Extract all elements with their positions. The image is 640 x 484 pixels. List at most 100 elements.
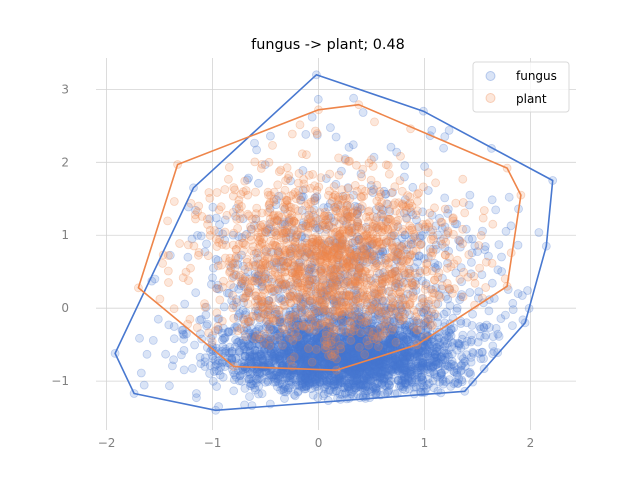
data-point-plant	[230, 184, 238, 192]
data-point-fungus	[180, 366, 188, 374]
data-point-plant	[257, 164, 265, 172]
data-point-plant	[409, 323, 417, 331]
data-point-fungus	[421, 367, 429, 375]
data-point-fungus	[445, 126, 453, 134]
data-point-plant	[227, 281, 235, 289]
data-point-plant	[398, 228, 406, 236]
data-point-plant	[393, 267, 401, 275]
data-point-plant	[240, 239, 248, 247]
data-point-fungus	[302, 382, 310, 390]
data-point-plant	[327, 291, 335, 299]
data-point-plant	[232, 245, 240, 253]
data-point-plant	[179, 274, 187, 282]
data-point-plant	[255, 237, 263, 245]
data-point-plant	[195, 249, 203, 257]
data-point-plant	[359, 165, 367, 173]
data-point-plant	[317, 174, 325, 182]
data-point-plant	[336, 230, 344, 238]
data-point-fungus	[485, 307, 493, 315]
data-point-fungus	[374, 379, 382, 387]
data-point-fungus	[477, 355, 485, 363]
data-point-fungus	[440, 337, 448, 345]
data-point-plant	[406, 267, 414, 275]
data-point-fungus	[354, 352, 362, 360]
data-point-plant	[335, 154, 343, 162]
data-point-plant	[352, 323, 360, 331]
data-point-plant	[289, 236, 297, 244]
data-point-fungus	[467, 338, 475, 346]
data-point-fungus	[321, 383, 329, 391]
data-point-plant	[373, 260, 381, 268]
data-point-fungus	[345, 350, 353, 358]
data-point-fungus	[403, 336, 411, 344]
data-point-plant	[460, 268, 468, 276]
data-point-fungus	[401, 162, 409, 170]
data-point-fungus	[468, 235, 476, 243]
data-point-fungus	[459, 355, 467, 363]
data-point-fungus	[226, 343, 234, 351]
data-point-plant	[305, 171, 313, 179]
data-point-plant	[424, 297, 432, 305]
data-point-plant	[238, 280, 246, 288]
data-point-fungus	[177, 351, 185, 359]
data-point-plant	[280, 229, 288, 237]
data-point-plant	[242, 333, 250, 341]
data-point-fungus	[140, 381, 148, 389]
data-point-fungus	[136, 334, 144, 342]
data-point-plant	[339, 318, 347, 326]
data-point-plant	[441, 251, 449, 259]
data-point-plant	[270, 198, 278, 206]
data-point-plant	[476, 264, 484, 272]
data-point-plant	[477, 231, 485, 239]
data-point-plant	[482, 258, 490, 266]
data-point-plant	[448, 289, 456, 297]
data-point-plant	[201, 300, 209, 308]
data-point-fungus	[149, 336, 157, 344]
data-point-fungus	[440, 144, 448, 152]
data-point-plant	[387, 238, 395, 246]
data-point-plant	[355, 265, 363, 273]
data-point-plant	[397, 152, 405, 160]
data-point-plant	[303, 284, 311, 292]
data-point-plant	[365, 327, 373, 335]
data-point-plant	[438, 240, 446, 248]
data-point-fungus	[450, 380, 458, 388]
data-point-plant	[205, 329, 213, 337]
data-point-fungus	[399, 385, 407, 393]
data-point-plant	[265, 297, 273, 305]
data-point-plant	[230, 314, 238, 322]
data-point-fungus	[353, 390, 361, 398]
data-point-fungus	[197, 232, 205, 240]
data-point-plant	[313, 130, 321, 138]
data-point-plant	[184, 241, 192, 249]
data-point-plant	[310, 197, 318, 205]
data-point-fungus	[213, 383, 221, 391]
data-point-plant	[205, 189, 213, 197]
data-point-plant	[365, 295, 373, 303]
data-point-fungus	[387, 143, 395, 151]
data-point-fungus	[502, 227, 510, 235]
data-point-plant	[279, 341, 287, 349]
data-point-plant	[295, 169, 303, 177]
data-point-fungus	[518, 292, 526, 300]
data-point-plant	[365, 341, 373, 349]
data-point-plant	[291, 272, 299, 280]
data-point-fungus	[453, 369, 461, 377]
data-point-fungus	[535, 229, 543, 237]
data-point-fungus	[201, 358, 209, 366]
data-point-plant	[290, 217, 298, 225]
data-point-plant	[302, 185, 310, 193]
data-point-plant	[285, 172, 293, 180]
data-point-plant	[325, 191, 333, 199]
data-point-fungus	[192, 390, 200, 398]
data-point-plant	[208, 338, 216, 346]
data-point-plant	[336, 325, 344, 333]
data-point-plant	[195, 202, 203, 210]
data-point-plant	[427, 248, 435, 256]
data-point-plant	[432, 300, 440, 308]
data-point-plant	[176, 240, 184, 248]
data-point-plant	[221, 228, 229, 236]
data-point-plant	[280, 203, 288, 211]
data-point-fungus	[246, 393, 254, 401]
data-point-fungus	[437, 369, 445, 377]
